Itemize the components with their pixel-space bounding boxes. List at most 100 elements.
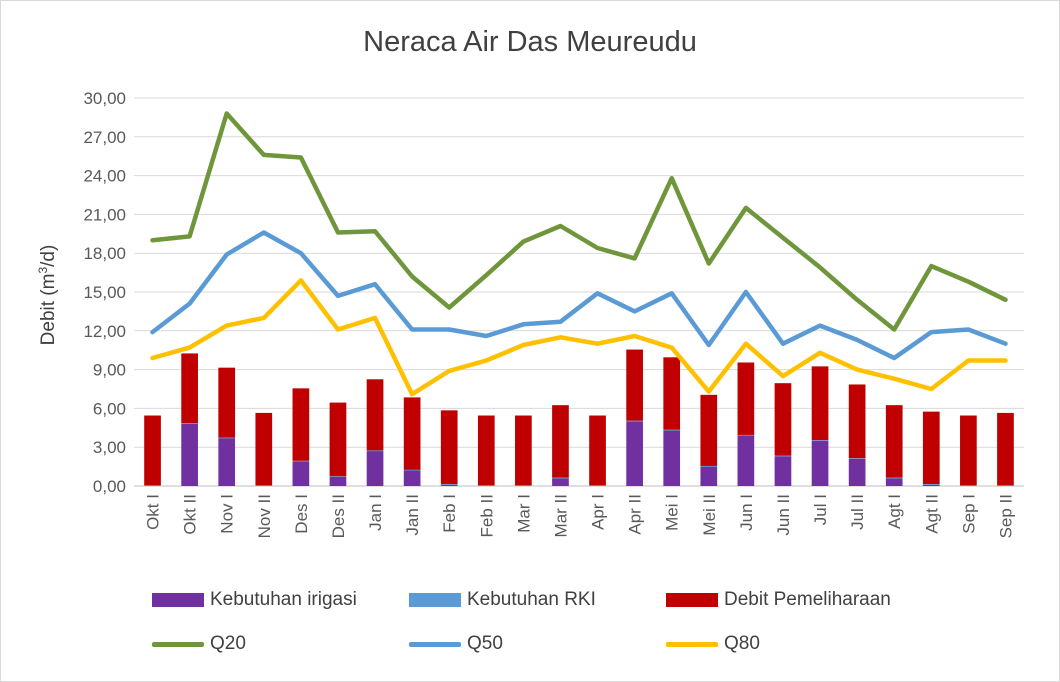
x-tick-label: Mei II xyxy=(700,494,719,536)
bar-debit-pemeliharaan xyxy=(552,405,569,478)
bar-kebutuhan-rki xyxy=(848,458,866,459)
x-tick-label: Nov I xyxy=(218,494,237,534)
x-tick-label: Agt I xyxy=(885,494,904,529)
bar-kebutuhan-irigasi xyxy=(440,484,458,486)
bar-kebutuhan-rki xyxy=(589,485,606,486)
legend-swatch-kebutuhan-irigasi xyxy=(152,593,204,607)
bar-kebutuhan-irigasi xyxy=(922,484,940,486)
bar-kebutuhan-rki xyxy=(218,437,236,439)
bar-kebutuhan-irigasi xyxy=(181,423,198,486)
bar-debit-pemeliharaan xyxy=(403,397,421,470)
legend-item-kebutuhan-irigasi: Kebutuhan irigasi xyxy=(152,587,357,613)
bar-debit-pemeliharaan xyxy=(218,367,236,438)
legend-item-kebutuhan-rki: Kebutuhan RKI xyxy=(409,587,596,613)
line-q80 xyxy=(150,278,1008,397)
bar-kebutuhan-rki xyxy=(811,440,829,441)
bar-kebutuhan-irigasi xyxy=(811,440,829,486)
y-tick-label: 0,00 xyxy=(93,477,126,496)
bar-kebutuhan-rki xyxy=(292,460,310,462)
bar-debit-pemeliharaan xyxy=(960,415,977,486)
x-tick-label: Des I xyxy=(292,494,311,534)
y-tick-label: 18,00 xyxy=(83,244,126,263)
y-tick-label: 3,00 xyxy=(93,438,126,457)
legend-label: Kebutuhan irigasi xyxy=(210,589,357,610)
bar-kebutuhan-irigasi xyxy=(885,478,903,486)
legend-label: Debit Pemeliharaan xyxy=(724,589,891,610)
bar-debit-pemeliharaan xyxy=(329,402,347,477)
y-tick-label: 15,00 xyxy=(83,283,126,302)
bar-debit-pemeliharaan xyxy=(922,411,940,485)
bar-debit-pemeliharaan xyxy=(885,405,903,478)
bar-kebutuhan-rki xyxy=(255,485,273,486)
x-tick-label: Mar I xyxy=(514,494,533,533)
bar-kebutuhan-rki xyxy=(552,477,569,479)
bar-kebutuhan-rki xyxy=(997,485,1014,486)
y-tick-label: 21,00 xyxy=(83,205,126,224)
bar-debit-pemeliharaan xyxy=(477,415,495,486)
legend-item-debit-pemeliharaan: Debit Pemeliharaan xyxy=(666,587,891,613)
x-tick-label: Okt II xyxy=(181,494,200,535)
bar-kebutuhan-rki xyxy=(700,465,718,467)
x-tick-label: Feb I xyxy=(440,494,459,533)
bar-kebutuhan-rki xyxy=(960,485,977,486)
legend-item-q80: Q80 xyxy=(666,631,760,657)
bar-kebutuhan-rki xyxy=(144,485,161,486)
x-tick-label: Jul I xyxy=(811,494,830,525)
bar-debit-pemeliharaan xyxy=(292,388,310,461)
x-tick-label: Apr II xyxy=(626,494,645,535)
bar-kebutuhan-rki xyxy=(329,476,347,477)
bar-kebutuhan-rki xyxy=(440,484,458,485)
bar-kebutuhan-irigasi xyxy=(329,476,347,486)
bar-kebutuhan-irigasi xyxy=(774,456,792,486)
legend-item-q20: Q20 xyxy=(152,631,246,657)
x-tick-label: Mar II xyxy=(551,494,570,537)
bar-debit-pemeliharaan xyxy=(515,415,532,486)
bar-kebutuhan-rki xyxy=(922,484,940,485)
legend-line-q20 xyxy=(152,641,204,647)
bar-debit-pemeliharaan xyxy=(589,415,606,486)
bar-debit-pemeliharaan xyxy=(663,357,681,430)
bar-kebutuhan-rki xyxy=(626,420,643,422)
legend-label: Kebutuhan RKI xyxy=(467,589,596,610)
x-tick-label: Sep II xyxy=(996,494,1015,538)
bar-kebutuhan-rki xyxy=(515,485,532,486)
bar-kebutuhan-rki xyxy=(663,429,681,431)
bar-debit-pemeliharaan xyxy=(255,412,273,486)
bar-kebutuhan-irigasi xyxy=(737,435,755,486)
line-q20 xyxy=(150,111,1008,332)
y-tick-label: 9,00 xyxy=(93,361,126,380)
x-tick-label: Sep I xyxy=(959,494,978,534)
bar-debit-pemeliharaan xyxy=(811,366,829,441)
y-tick-label: 27,00 xyxy=(83,128,126,147)
bar-kebutuhan-irigasi xyxy=(366,451,384,486)
bar-kebutuhan-rki xyxy=(477,485,495,486)
x-tick-label: Jan I xyxy=(366,494,385,531)
bar-debit-pemeliharaan xyxy=(144,415,161,486)
x-tick-label: Jan II xyxy=(403,494,422,536)
bar-kebutuhan-irigasi xyxy=(626,421,643,486)
legend-line-q80 xyxy=(666,641,718,647)
legend-item-q50: Q50 xyxy=(409,631,503,657)
bar-debit-pemeliharaan xyxy=(440,410,458,485)
line-q50 xyxy=(150,230,1008,361)
legend-swatch-debit-pemeliharaan xyxy=(666,593,718,607)
bar-debit-pemeliharaan xyxy=(700,394,718,466)
bar-debit-pemeliharaan xyxy=(737,362,755,435)
bar-kebutuhan-irigasi xyxy=(663,430,681,486)
bar-kebutuhan-rki xyxy=(366,450,384,452)
x-tick-label: Apr I xyxy=(589,494,608,530)
chart-title: Neraca Air Das Meureudu xyxy=(363,26,697,58)
legend-line-q50 xyxy=(409,641,461,647)
bar-kebutuhan-rki xyxy=(885,477,903,479)
bar-kebutuhan-irigasi xyxy=(403,470,421,486)
x-tick-label: Des II xyxy=(329,494,348,538)
legend-swatch-kebutuhan-rki xyxy=(409,593,461,607)
x-tick-label: Jun I xyxy=(737,494,756,531)
bar-kebutuhan-irigasi xyxy=(218,438,236,486)
bar-kebutuhan-rki xyxy=(403,469,421,471)
bar-kebutuhan-rki xyxy=(181,423,198,424)
x-tick-label: Okt I xyxy=(144,494,163,530)
x-tick-label: Mei I xyxy=(663,494,682,531)
